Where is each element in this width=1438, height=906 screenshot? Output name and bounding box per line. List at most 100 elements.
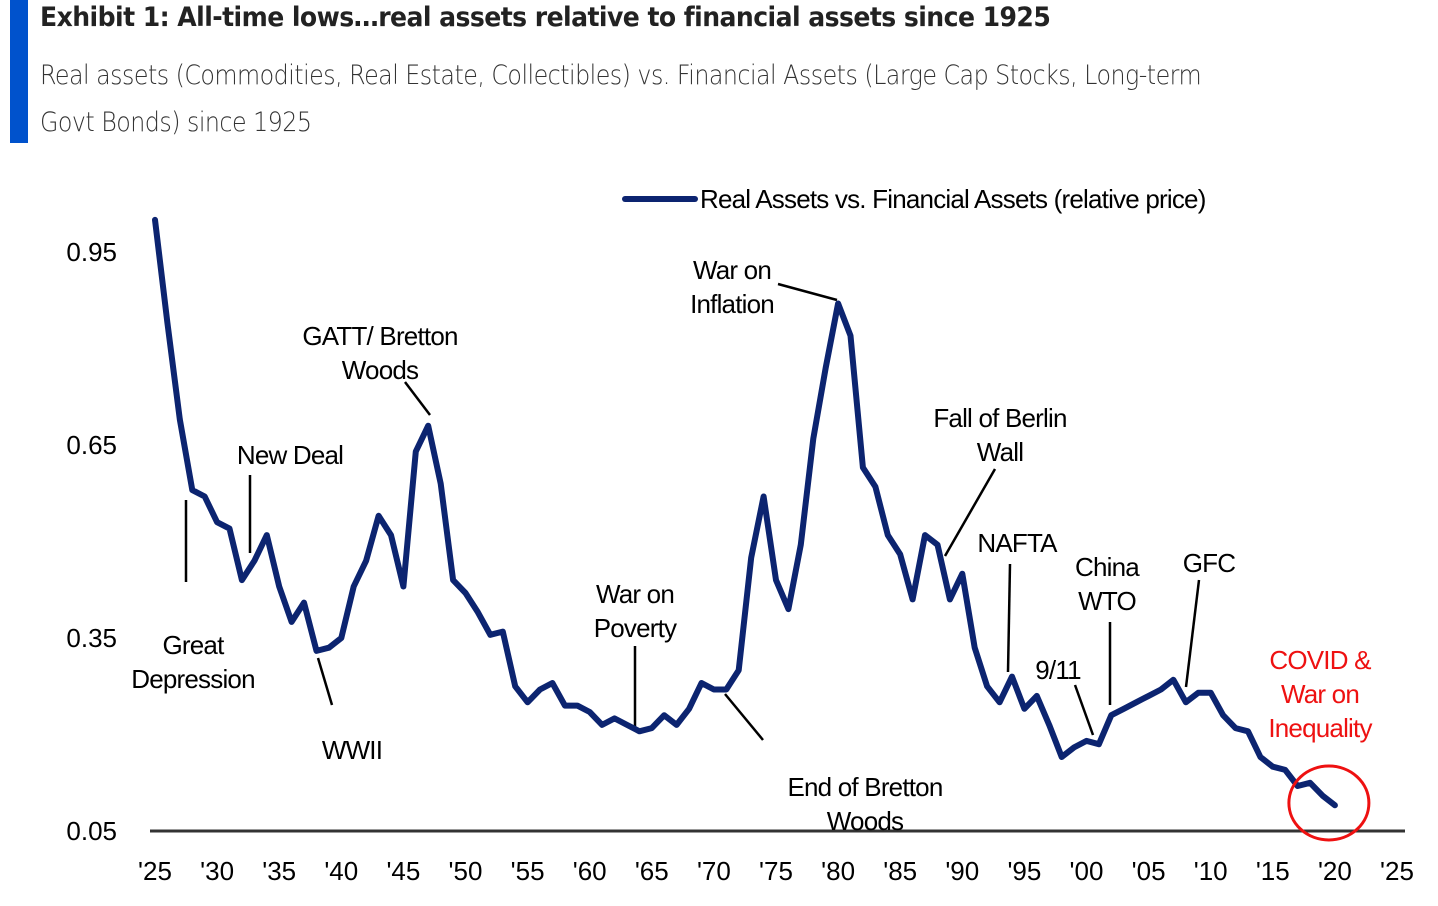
data-point bbox=[636, 728, 642, 734]
data-point bbox=[264, 532, 270, 538]
x-tick-label: '40 bbox=[324, 856, 358, 886]
data-point bbox=[810, 436, 816, 442]
annotation-label: 9/11 bbox=[1035, 655, 1081, 685]
annotation-label: Woods bbox=[827, 806, 904, 836]
data-point bbox=[761, 493, 767, 499]
data-point bbox=[934, 542, 940, 548]
annotation: NAFTA bbox=[977, 528, 1059, 673]
x-tick-label: '00 bbox=[1070, 856, 1104, 886]
annotation-label: COVID & bbox=[1269, 645, 1371, 675]
data-point bbox=[773, 577, 779, 583]
x-tick-label: '15 bbox=[1256, 856, 1290, 886]
data-point bbox=[1220, 712, 1226, 718]
data-point bbox=[1195, 690, 1201, 696]
data-point bbox=[1208, 690, 1214, 696]
x-tick-label: '45 bbox=[386, 856, 420, 886]
data-point bbox=[736, 667, 742, 673]
data-point bbox=[1084, 738, 1090, 744]
data-point bbox=[823, 365, 829, 371]
data-point bbox=[748, 555, 754, 561]
data-point bbox=[214, 519, 220, 525]
data-point bbox=[388, 532, 394, 538]
annotation-label: Inflation bbox=[690, 289, 774, 319]
data-point bbox=[860, 465, 866, 471]
x-tick-label: '25 bbox=[1380, 856, 1414, 886]
y-tick-label: 0.35 bbox=[66, 623, 117, 653]
data-point bbox=[1071, 744, 1077, 750]
data-point bbox=[1158, 686, 1164, 692]
data-point bbox=[1133, 699, 1139, 705]
data-point bbox=[612, 715, 618, 721]
annotations: Great Depression New Deal WWII GATT/ Bretton… bbox=[131, 255, 1373, 836]
annotation-label: Depression bbox=[131, 664, 255, 694]
annotation: GFC bbox=[1183, 548, 1236, 688]
data-point bbox=[289, 619, 295, 625]
x-tick-label: '95 bbox=[1007, 856, 1041, 886]
subtitle-line-1: Real assets (Commodities, Real Estate, C… bbox=[40, 60, 1202, 91]
data-point bbox=[947, 596, 953, 602]
x-tick-label: '60 bbox=[573, 856, 607, 886]
annotation-leader-line bbox=[1073, 684, 1095, 736]
annotation: GATT/ Bretton Woods bbox=[302, 321, 458, 416]
x-tick-label: '20 bbox=[1318, 856, 1352, 886]
data-point bbox=[1170, 677, 1176, 683]
subtitle-line-2: Govt Bonds) since 1925 bbox=[40, 107, 312, 138]
data-point bbox=[587, 709, 593, 715]
data-point bbox=[872, 484, 878, 490]
x-tick-label: '10 bbox=[1194, 856, 1228, 886]
annotation-label: War on bbox=[596, 579, 674, 609]
data-point bbox=[723, 686, 729, 692]
data-point bbox=[475, 609, 481, 615]
data-point bbox=[922, 532, 928, 538]
data-point bbox=[785, 606, 791, 612]
data-point bbox=[1319, 793, 1325, 799]
data-point bbox=[562, 703, 568, 709]
data-point bbox=[202, 493, 208, 499]
data-point bbox=[152, 217, 158, 223]
data-point bbox=[1307, 780, 1313, 786]
annotation: COVID & War on Inequality bbox=[1268, 645, 1373, 743]
annotation: End of Bretton Woods bbox=[724, 693, 943, 836]
annotation-label: Woods bbox=[342, 355, 419, 385]
data-point bbox=[1108, 712, 1114, 718]
y-tick-label: 0.65 bbox=[66, 430, 117, 460]
annotation-label: War on bbox=[693, 255, 771, 285]
legend-label: Real Assets vs. Financial Assets (relati… bbox=[700, 184, 1206, 214]
data-point bbox=[599, 722, 605, 728]
data-point bbox=[425, 423, 431, 429]
highlight-circle bbox=[1287, 764, 1371, 842]
data-point bbox=[910, 596, 916, 602]
annotation: 9/11 bbox=[1035, 655, 1095, 736]
data-point bbox=[698, 680, 704, 686]
data-point bbox=[885, 532, 891, 538]
data-point bbox=[686, 706, 692, 712]
annotation-leader-line bbox=[404, 381, 431, 416]
data-point bbox=[1046, 722, 1052, 728]
annotation-leader-line bbox=[1184, 579, 1201, 688]
annotation-leader-line bbox=[316, 657, 334, 706]
annotation-label: Poverty bbox=[594, 613, 677, 643]
x-tick-label: '65 bbox=[635, 856, 669, 886]
x-tick-label: '90 bbox=[945, 856, 979, 886]
annotation-label: New Deal bbox=[237, 440, 343, 470]
annotation-leader-line bbox=[943, 468, 997, 557]
data-point bbox=[1183, 699, 1189, 705]
annotation-label: Wall bbox=[977, 437, 1023, 467]
series-line bbox=[152, 216, 1338, 809]
data-point bbox=[848, 333, 854, 339]
annotation-label: WTO bbox=[1078, 586, 1136, 616]
data-point bbox=[1034, 693, 1040, 699]
data-point bbox=[177, 416, 183, 422]
data-point bbox=[189, 487, 195, 493]
x-tick-label: '85 bbox=[883, 856, 917, 886]
data-point bbox=[661, 712, 667, 718]
x-tick-label: '75 bbox=[759, 856, 793, 886]
annotation-label: China bbox=[1075, 552, 1140, 582]
x-tick-label: '80 bbox=[821, 856, 855, 886]
annotation-label: War on bbox=[1281, 679, 1359, 709]
data-point bbox=[1270, 764, 1276, 770]
data-point bbox=[1121, 706, 1127, 712]
y-tick-label: 0.05 bbox=[66, 816, 117, 846]
data-point bbox=[1009, 674, 1015, 680]
